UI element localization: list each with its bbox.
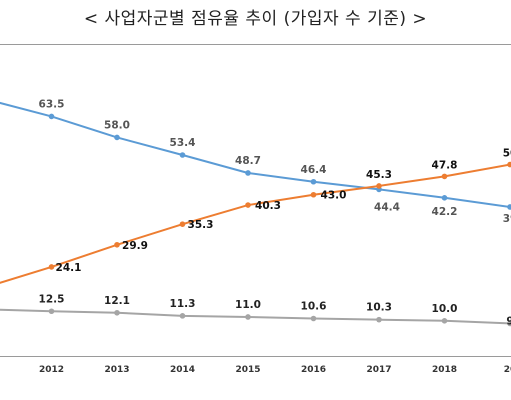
x-tick-label: 2017 [366,365,391,375]
data-point [245,170,251,176]
chart-title: < 사업자군별 점유율 추이 (가입자 수 기준) > [83,9,428,29]
data-point [376,183,382,189]
data-label: 50. [503,148,511,160]
data-point [507,320,511,327]
data-label: 45.3 [366,169,392,181]
data-label: 40.3 [255,200,281,212]
data-point [179,313,186,319]
data-label: 9. [506,315,511,327]
x-tick-label: 2012 [39,365,64,375]
data-label: 10.6 [301,301,327,313]
data-label: 42.2 [432,206,458,218]
data-label: 12.1 [104,295,130,307]
data-label: 11.3 [170,298,196,310]
data-point [441,173,448,180]
data-label: 58.0 [104,119,130,131]
data-point [310,191,317,198]
data-label: 12.5 [39,293,65,305]
data-label: 53.4 [170,137,196,149]
series-line-0 [0,101,511,208]
data-label: 63.5 [39,98,65,110]
data-label: 44.4 [374,201,400,213]
data-point [441,318,448,324]
x-tick-label: 2016 [301,365,326,375]
data-label: 48.7 [235,155,261,167]
data-point [245,314,251,320]
data-point [114,134,120,141]
data-point [310,315,317,322]
data-point [48,264,55,270]
data-point [48,113,55,120]
data-label: 39. [503,213,511,225]
x-tick-label: 20 [504,365,511,375]
data-label: 24.1 [56,262,82,274]
data-point [114,241,120,248]
x-tick-label: 2014 [170,365,195,375]
data-point [376,316,382,323]
data-point [245,202,251,208]
data-point [507,204,511,210]
data-label: 29.9 [122,240,148,252]
x-tick-label: 2013 [104,365,129,375]
data-label: 47.8 [432,159,458,171]
data-label: 11.0 [235,299,261,311]
data-label: 43.0 [321,190,347,202]
data-label: 46.4 [301,164,327,176]
data-point [441,194,448,201]
plot-frame [0,44,511,357]
data-label: 10.3 [366,302,392,314]
x-tick-label: 2015 [235,365,260,375]
data-label: 35.3 [188,219,214,231]
data-point [179,221,186,227]
data-point [48,308,55,315]
data-label: 10.0 [432,303,458,315]
data-point [310,178,317,185]
x-tick-label: 2018 [432,365,457,375]
data-point [507,161,511,168]
data-point [179,152,186,158]
data-point [114,309,120,316]
